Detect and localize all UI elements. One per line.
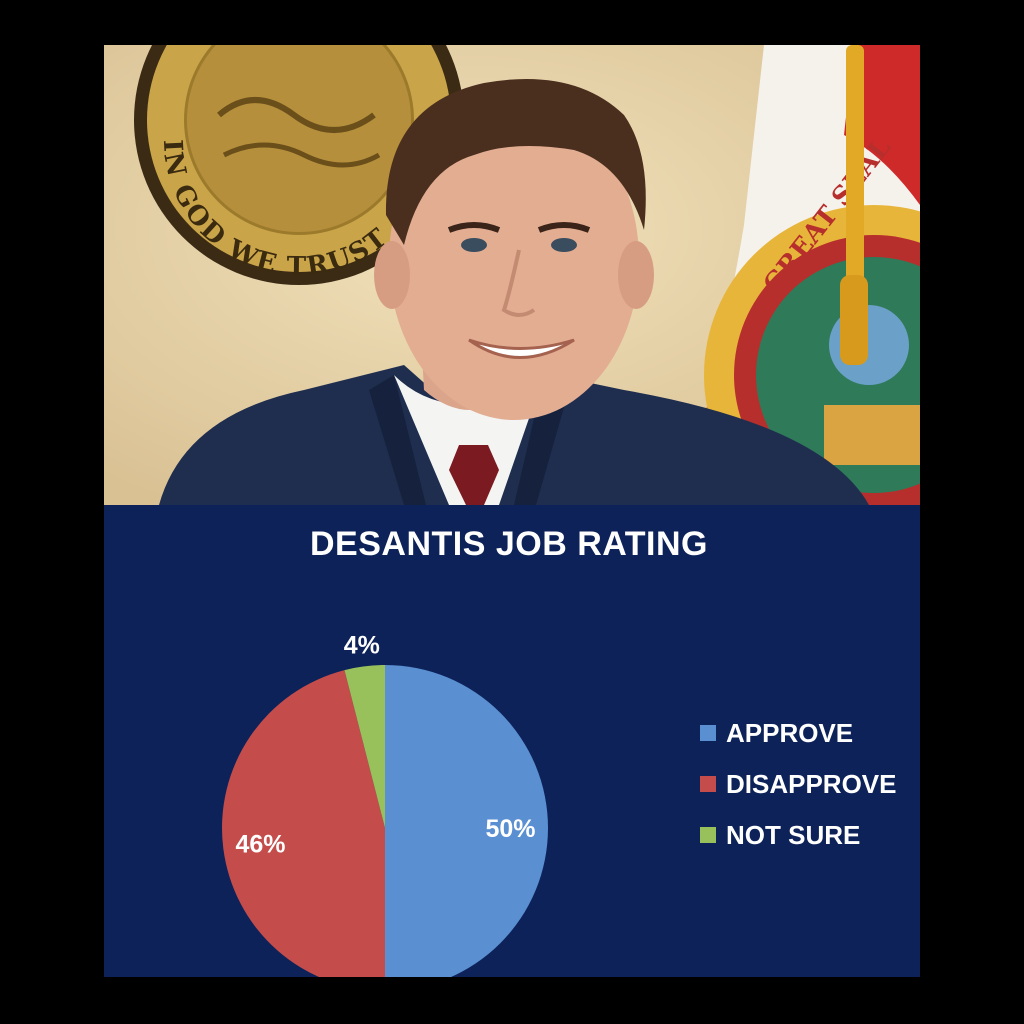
chart-title: DESANTIS JOB RATING [309, 525, 708, 563]
data-label-not-sure: 4% [344, 631, 380, 659]
pie-slice-not-sure [344, 665, 385, 828]
pie-slice-approve [385, 665, 548, 977]
pie-slice-disapprove [222, 670, 385, 977]
legend-label-approve: APPROVE [726, 718, 854, 748]
chart-panel: DESANTIS JOB RATING 50% 46% 4% APPROVE DISA… [104, 505, 920, 977]
legend-label-disapprove: DISAPPROVE [726, 769, 897, 799]
pie-chart: 50% 46% 4% [222, 631, 548, 977]
legend-swatch-approve [700, 725, 716, 741]
data-label-approve: 50% [485, 815, 535, 843]
person-portrait [159, 79, 869, 505]
legend-label-not-sure: NOT SURE [726, 820, 861, 850]
portrait-illustration: IN GOD WE TRUST GREAT SEAL [104, 45, 920, 505]
legend-swatch-not-sure [700, 827, 716, 843]
portrait-photo: IN GOD WE TRUST GREAT SEAL [104, 45, 920, 505]
graphic-card: IN GOD WE TRUST GREAT SEAL [104, 45, 920, 977]
legend-swatch-disapprove [700, 776, 716, 792]
data-label-disapprove: 46% [235, 831, 285, 859]
